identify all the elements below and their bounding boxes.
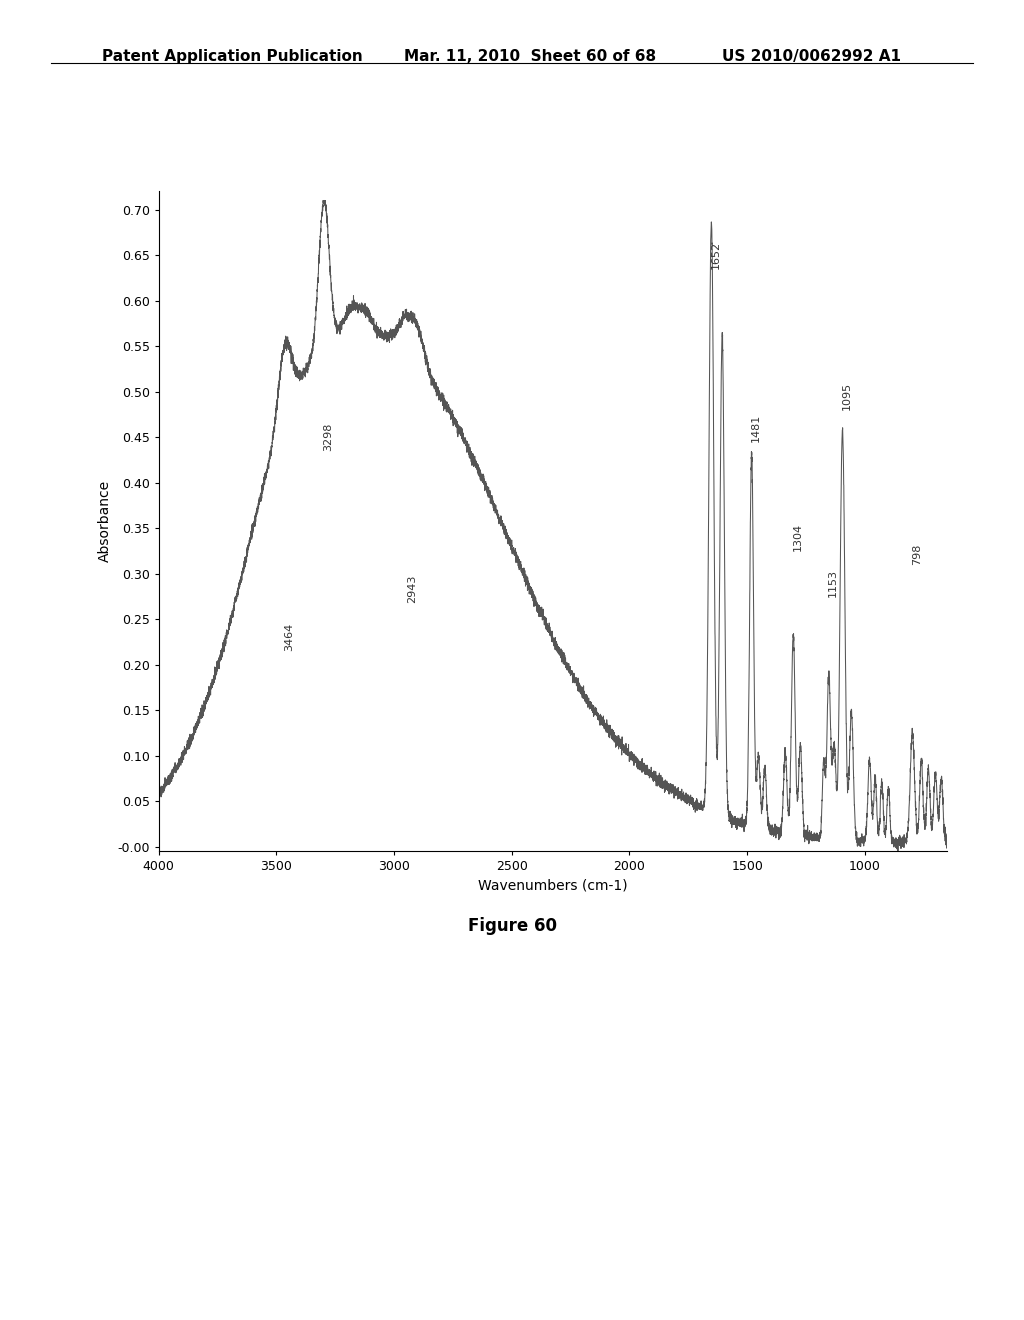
Text: US 2010/0062992 A1: US 2010/0062992 A1 bbox=[722, 49, 901, 63]
Text: 1095: 1095 bbox=[842, 381, 852, 411]
Text: Mar. 11, 2010  Sheet 60 of 68: Mar. 11, 2010 Sheet 60 of 68 bbox=[404, 49, 656, 63]
Text: 1652: 1652 bbox=[711, 240, 721, 269]
Text: 1153: 1153 bbox=[828, 569, 838, 597]
Text: 798: 798 bbox=[911, 544, 922, 565]
Text: Figure 60: Figure 60 bbox=[468, 916, 556, 935]
Text: Patent Application Publication: Patent Application Publication bbox=[102, 49, 364, 63]
Text: 2943: 2943 bbox=[407, 574, 417, 603]
Text: 1481: 1481 bbox=[751, 413, 761, 442]
Text: 1304: 1304 bbox=[793, 523, 803, 550]
Y-axis label: Absorbance: Absorbance bbox=[97, 480, 112, 562]
Text: 3298: 3298 bbox=[324, 422, 333, 451]
Text: 3464: 3464 bbox=[284, 623, 294, 651]
X-axis label: Wavenumbers (cm-1): Wavenumbers (cm-1) bbox=[478, 879, 628, 894]
